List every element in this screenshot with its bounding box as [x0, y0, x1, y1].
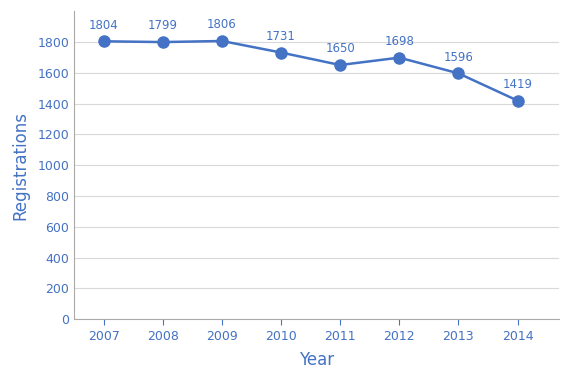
Text: 1650: 1650 — [325, 42, 355, 55]
Text: 1804: 1804 — [89, 19, 119, 32]
Text: 1419: 1419 — [503, 78, 532, 91]
Text: 1799: 1799 — [148, 19, 178, 32]
Text: 1731: 1731 — [266, 30, 296, 43]
X-axis label: Year: Year — [299, 351, 334, 369]
Text: 1806: 1806 — [207, 18, 237, 31]
Text: 1698: 1698 — [384, 35, 414, 48]
Text: 1596: 1596 — [443, 51, 473, 63]
Y-axis label: Registrations: Registrations — [11, 111, 29, 220]
